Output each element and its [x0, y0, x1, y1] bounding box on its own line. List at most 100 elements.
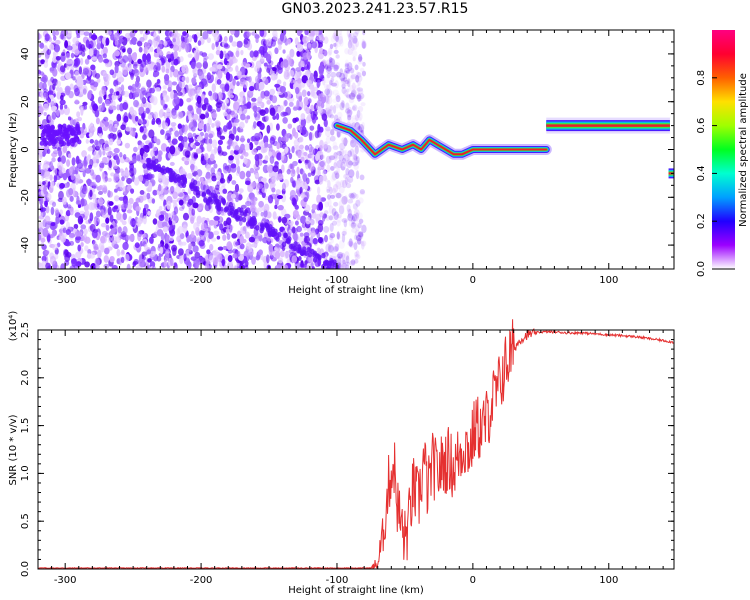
noise-speck [325, 95, 330, 105]
streak-speck [193, 186, 198, 192]
noise-speck [177, 248, 184, 256]
noise-speck [59, 209, 64, 215]
noise-speck [153, 111, 159, 120]
noise-speck [338, 154, 345, 162]
noise-speck [192, 133, 197, 138]
noise-speck [350, 222, 357, 227]
noise-speck [347, 240, 354, 247]
noise-speck [176, 91, 183, 96]
noise-speck [242, 79, 248, 89]
noise-speck [340, 150, 347, 157]
noise-speck [122, 55, 129, 63]
noise-speck [356, 87, 364, 92]
noise-speck [339, 142, 346, 150]
noise-speck [340, 257, 347, 267]
noise-speck [334, 62, 341, 68]
noise-speck [361, 224, 367, 234]
noise-speck [164, 112, 171, 117]
noise-speck [219, 135, 226, 140]
noise-speck [107, 177, 112, 182]
noise-speck [276, 152, 282, 161]
noise-speck [261, 205, 268, 212]
noise-speck [340, 253, 347, 261]
noise-speck [64, 104, 68, 109]
noise-speck [240, 143, 246, 151]
noise-speck [277, 136, 282, 144]
noise-speck [351, 216, 356, 225]
noise-speck [108, 201, 114, 206]
noise-speck [96, 217, 100, 226]
noise-speck [316, 35, 322, 41]
noise-speck [148, 129, 155, 139]
noise-speck [251, 31, 258, 36]
noise-speck [190, 163, 195, 171]
streak-speck [205, 189, 211, 195]
noise-speck [329, 222, 334, 232]
noise-speck [164, 212, 169, 219]
noise-speck [294, 220, 299, 226]
noise-speck [67, 116, 72, 121]
noise-speck [101, 88, 107, 95]
noise-speck [85, 39, 90, 48]
noise-speck [345, 159, 353, 169]
noise-speck [169, 257, 174, 267]
noise-speck [353, 154, 358, 161]
noise-speck [357, 59, 363, 65]
noise-speck [344, 149, 348, 155]
noise-speck [55, 55, 61, 61]
noise-speck [301, 89, 307, 97]
noise-speck [137, 58, 142, 64]
noise-speck [136, 217, 144, 225]
noise-speck [303, 96, 309, 106]
noise-speck [358, 95, 363, 102]
streak-speck [201, 191, 207, 197]
noise-speck [82, 101, 88, 106]
noise-speck [246, 115, 251, 120]
noise-speck [236, 70, 242, 76]
noise-speck [126, 203, 133, 210]
streak-speck [255, 225, 260, 231]
noise-speck [118, 38, 124, 43]
noise-speck [95, 140, 102, 150]
noise-speck [267, 194, 274, 204]
noise-speck [330, 129, 335, 136]
noise-speck [340, 79, 347, 85]
noise-speck [257, 96, 263, 104]
noise-speck [357, 89, 364, 95]
noise-speck [43, 185, 47, 195]
signal-layer [331, 117, 674, 179]
noise-speck [86, 178, 91, 187]
noise-speck [187, 198, 194, 206]
noise-speck [329, 194, 336, 199]
noise-speck [206, 37, 211, 44]
noise-speck [283, 99, 288, 107]
noise-speck [185, 43, 190, 53]
noise-speck [355, 193, 359, 200]
noise-speck [193, 121, 198, 128]
noise-speck [284, 133, 289, 143]
noise-speck [357, 222, 362, 229]
noise-speck [307, 90, 311, 97]
noise-speck [252, 105, 258, 113]
noise-speck [126, 263, 131, 269]
noise-speck [238, 188, 244, 194]
noise-speck [333, 49, 339, 54]
noise-speck [49, 255, 57, 265]
noise-speck [53, 35, 57, 41]
noise-speck [276, 142, 281, 150]
noise-speck [98, 55, 104, 63]
noise-speck [344, 160, 349, 167]
band-speck [70, 141, 75, 147]
noise-speck [60, 94, 64, 101]
noise-speck [317, 93, 323, 102]
noise-speck [349, 74, 353, 83]
noise-speck [65, 228, 71, 235]
noise-speck [353, 221, 360, 227]
noise-speck [347, 153, 351, 161]
noise-speck [206, 30, 213, 35]
noise-speck [346, 94, 352, 99]
noise-speck [57, 156, 62, 163]
noise-speck [164, 104, 168, 109]
streak-speck [307, 251, 313, 258]
noise-speck [81, 198, 88, 207]
